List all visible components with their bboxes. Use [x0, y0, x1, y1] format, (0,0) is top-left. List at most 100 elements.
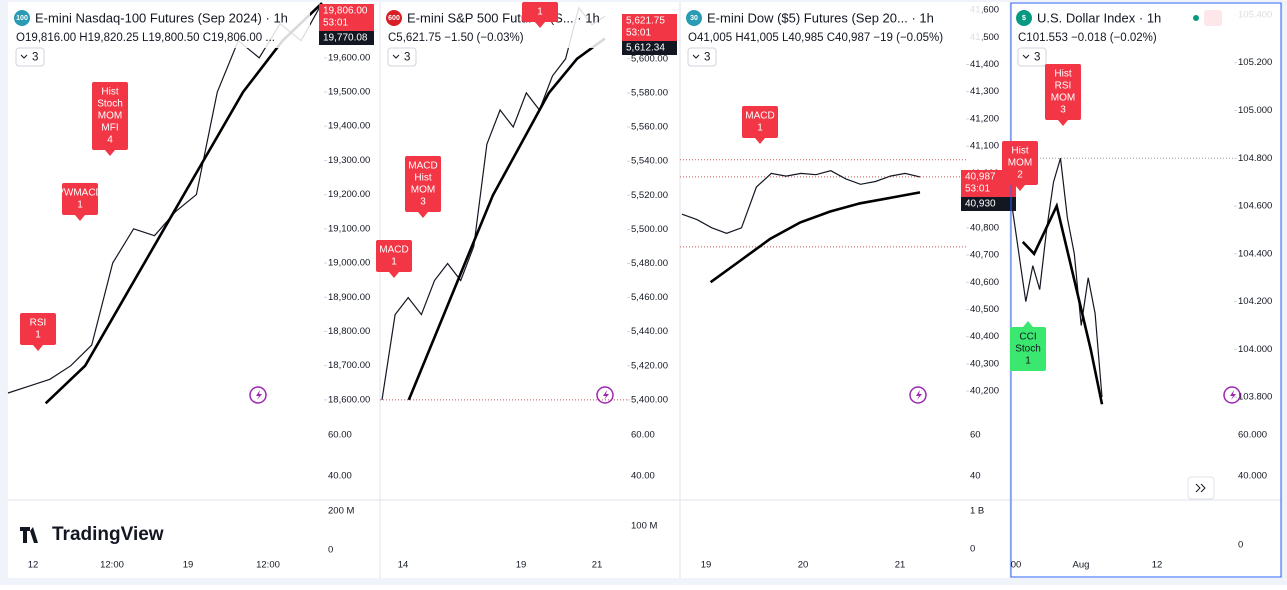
price-line: [381, 6, 606, 400]
signal-text: Hist: [1054, 69, 1071, 80]
signal-badge: [522, 2, 558, 22]
price-tag: [622, 41, 677, 55]
alert-icon[interactable]: [249, 386, 267, 404]
y-tick-label: 40,400: [970, 331, 999, 342]
signal-text: Hist: [414, 173, 431, 184]
y-tick-label: 104.200: [1238, 296, 1272, 307]
time-label: 12:00: [256, 560, 280, 571]
indicator-count: 3: [404, 52, 410, 64]
y-tick-label: 5,540.00: [631, 156, 668, 167]
osc-tick-label: 40: [970, 471, 981, 482]
status-dot: [1193, 15, 1199, 21]
volume-tick-label: 1 B: [970, 506, 984, 517]
chart-title[interactable]: E-mini S&P 500 Futures (S... · 1h: [407, 10, 600, 25]
signal-text: MOM: [1008, 158, 1032, 169]
chevron: [1022, 54, 1030, 59]
chevron: [20, 54, 28, 59]
osc-tick-label: 60.00: [631, 430, 655, 441]
brand-logo: TradingView: [52, 524, 164, 545]
y-tick-label: 18,900.00: [328, 292, 370, 303]
signal-text: MACD: [379, 245, 408, 256]
y-tick-label: 41,100: [970, 141, 999, 152]
indicator-toggle[interactable]: [387, 47, 417, 67]
y-tick-label: 5,560.00: [631, 122, 668, 133]
header-bg: [10, 6, 310, 48]
compare-button[interactable]: [1204, 10, 1222, 26]
alert-bolt: [603, 390, 609, 400]
indicator-count: 3: [32, 52, 38, 64]
header-bg: [1012, 6, 1276, 48]
chevron: [692, 54, 700, 59]
volume-tick-label: 100 M: [631, 521, 657, 532]
ohlc-values: O19,816.00 H19,820.25 L19,800.50 C19,806…: [16, 32, 275, 44]
osc-tick-label: 40.000: [1238, 471, 1267, 482]
signal-badge: [742, 106, 778, 138]
signal-pointer: [1058, 120, 1068, 126]
alert-bolt: [256, 390, 262, 400]
signal-badge: [62, 183, 98, 215]
signal-text: 1: [391, 257, 397, 268]
signal-pointer: [1015, 185, 1025, 191]
signal-pointer: [105, 150, 115, 156]
indicator-count: 3: [704, 52, 710, 64]
y-tick-label: 41,500: [970, 32, 999, 43]
alert-icon[interactable]: [1223, 386, 1241, 404]
y-tick-label: 5,400.00: [631, 394, 668, 405]
y-tick-label: 105.200: [1238, 57, 1272, 68]
y-tick-label: 18,600.00: [328, 394, 370, 405]
alert-icon[interactable]: [596, 386, 614, 404]
signal-text: RSI: [1055, 81, 1072, 92]
price-tag-text: 19,806.00: [323, 6, 368, 17]
y-tick-label: 40,200: [970, 386, 999, 397]
chevron: [392, 54, 400, 59]
y-tick-label: 104.000: [1238, 344, 1272, 355]
alert-icon[interactable]: [909, 386, 927, 404]
time-label: 20: [798, 560, 809, 571]
price-tag: [622, 14, 677, 41]
y-tick-label: 40,600: [970, 277, 999, 288]
signal-text: MFI: [101, 123, 118, 134]
y-tick-label: 19,400.00: [328, 121, 370, 132]
y-tick-label: 104.800: [1238, 153, 1272, 164]
symbol-badge-text: 600: [388, 15, 400, 22]
y-tick-label: 19,200.00: [328, 189, 370, 200]
y-tick-label: 5,440.00: [631, 326, 668, 337]
signal-pointer: [75, 215, 85, 221]
alert-bolt: [916, 390, 922, 400]
indicator-toggle[interactable]: [687, 47, 717, 67]
time-label: 12: [1152, 560, 1163, 571]
indicator-toggle[interactable]: [1017, 47, 1047, 67]
signal-text: 3: [1060, 105, 1066, 116]
symbol-badge-text: 100: [16, 15, 28, 22]
symbol-badge-text: $: [1022, 15, 1026, 22]
y-tick-label: 41,300: [970, 86, 999, 97]
y-tick-label: 40,700: [970, 250, 999, 261]
signal-text: 1: [1025, 356, 1031, 367]
time-label: 14: [398, 560, 409, 571]
scroll-button[interactable]: [1187, 476, 1215, 500]
y-tick-label: 5,500.00: [631, 224, 668, 235]
ohlc-values: O41,005 H41,005 L40,985 C40,987 −19 (−0.…: [688, 32, 943, 44]
signal-text: MACD: [745, 111, 774, 122]
y-tick-label: 18,700.00: [328, 360, 370, 371]
logo-icon: [20, 527, 38, 543]
y-tick-label: 5,480.00: [631, 258, 668, 269]
chart-title[interactable]: E-mini Dow ($5) Futures (Sep 20... · 1h: [707, 10, 934, 25]
signal-text: 1: [537, 7, 543, 18]
y-tick-label: 41,200: [970, 113, 999, 124]
y-tick-label: 104.400: [1238, 248, 1272, 259]
y-tick-label: 5,580.00: [631, 87, 668, 98]
signal-text: 4: [107, 135, 113, 146]
y-tick-label: 5,520.00: [631, 190, 668, 201]
y-tick-label: 40,300: [970, 358, 999, 369]
signal-text: MOM: [411, 185, 435, 196]
osc-tick-label: 40.00: [631, 471, 655, 482]
price-tag: [319, 4, 374, 31]
chart-title[interactable]: E-mini Nasdaq-100 Futures (Sep 2024) · 1…: [35, 10, 288, 25]
indicator-toggle[interactable]: [15, 47, 45, 67]
signal-text: RSI: [30, 318, 47, 329]
symbol-badge: [1016, 10, 1032, 26]
volume-tick-label: 0: [1238, 540, 1243, 551]
chart-title[interactable]: U.S. Dollar Index · 1h: [1037, 10, 1161, 25]
